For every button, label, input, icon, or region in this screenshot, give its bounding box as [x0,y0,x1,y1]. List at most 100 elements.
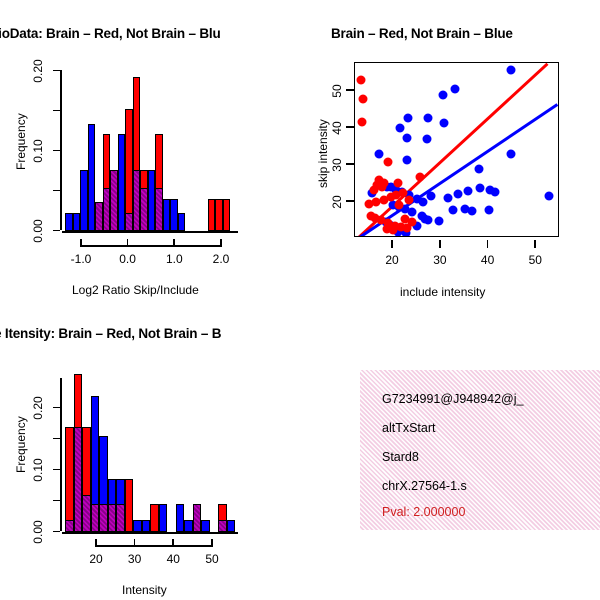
ratio-x-ticklabel-0.0: 0.0 [119,252,136,266]
bar-overlap [65,520,74,532]
scatter-point [393,227,403,236]
scatter-point [379,195,389,205]
intensity-histogram-title: ne Itensity: Brain – Red, Not Brain – B [0,326,222,341]
scatter-point [467,206,477,216]
ratio-histogram-xaxis [62,231,238,233]
intensity-x-ticklabel-40: 40 [166,552,180,566]
bar-overlap [140,188,148,231]
scatter-point [388,200,398,210]
info-line-gene-symbol: Stard8 [382,450,419,464]
scatter-point [391,190,401,200]
scatter-point [404,195,414,205]
bar-blue [65,213,73,231]
bar-overlap [192,504,201,532]
ratio-y-tick-020 [53,69,60,72]
scatter-point [383,157,393,167]
ratio-y-ticklabel-010: 0.10 [31,139,45,163]
scatter-point [426,191,436,201]
scatter-point [407,207,417,217]
bar-overlap [73,427,82,532]
info-line-gene-id: G7234991@J948942@j_ [382,392,524,406]
intensity-y-ticklabel-000: 0.00 [31,520,45,544]
ratio-histogram-ylabel: Frequency [14,113,28,170]
bar-blue [72,213,80,231]
scatter-point [370,213,380,223]
bar-blue [87,124,95,231]
scatter-plot-area [354,62,559,237]
intensity-histogram-xlabel: Intensity [122,583,167,597]
bar-blue [170,199,178,231]
scatter-point [376,215,386,225]
scatter-point [506,65,516,74]
ratio-y-tick-010 [53,149,60,152]
ratio-histogram-xaxis-ticks-rail [80,245,220,247]
scatter-point [383,218,393,228]
scatter-point [443,193,452,203]
scatter-xlabel: include intensity [400,285,486,299]
info-line-locus: chrX.27564-1.s [382,479,467,493]
scatter-point [364,199,374,209]
scatter-point [439,118,449,128]
scatter-x-tick-50 [534,240,537,248]
scatter-point [377,182,387,192]
scatter-fit-line-not-brain [358,103,558,236]
info-line-pval: Pval: 2.000000 [382,505,466,519]
bar-blue [184,520,193,532]
bar-blue [117,134,125,231]
intensity-histogram-ylabel: Frequency [14,416,28,473]
scatter-x-tick-30 [438,240,441,248]
scatter-point [371,197,381,207]
bar-blue [147,170,155,231]
gene-info-box: G7234991@J948942@j_ altTxStart Stard8 ch… [360,370,600,530]
intensity-y-ticklabel-020: 0.20 [31,396,45,420]
bar-blue [80,170,88,231]
intensity-histogram-bars [65,371,235,532]
scatter-point [386,192,396,202]
scatter-point [415,172,425,182]
ratio-histogram-yaxis [60,70,62,230]
scatter-y-ticklabel-50: 50 [330,84,344,98]
intensity-y-tick-000 [53,530,60,533]
bar-blue [158,504,167,532]
ratio-y-ticklabel-000: 0.00 [31,219,45,243]
scatter-y-tick-20 [346,200,354,202]
scatter-point [448,205,458,215]
scatter-point [372,180,382,190]
scatter-point [393,178,403,188]
bar-red [207,199,215,231]
scatter-point [388,225,398,235]
ratio-histogram-title: RatioData: Brain – Red, Not Brain – Blu [0,26,221,41]
scatter-point [412,221,422,231]
scatter-y-tick-50 [346,89,354,91]
bar-overlap [95,202,103,231]
bar-overlap [107,504,116,532]
panel-ratio-histogram: RatioData: Brain – Red, Not Brain – Blu … [0,0,300,300]
scatter-point [400,204,410,214]
scatter-y-tick-30 [346,163,354,165]
scatter-point [450,84,460,94]
scatter-point [434,216,444,226]
intensity-x-ticklabel-20: 20 [89,552,103,566]
scatter-point [357,117,367,127]
scatter-title: Brain – Red, Not Brain – Blue [331,26,513,41]
bar-overlap [218,520,227,532]
bar-red [65,427,74,532]
scatter-point [358,94,368,104]
scatter-point [400,214,410,224]
bar-overlap [99,504,108,532]
bar-blue [201,520,210,532]
scatter-point [356,75,366,85]
scatter-point [369,185,379,195]
scatter-point [374,149,384,159]
scatter-point [420,214,430,224]
bar-blue [133,520,142,532]
scatter-point [475,183,485,193]
bar-overlap [132,170,140,231]
intensity-histogram-xaxis-ticks-rail [95,545,211,547]
scatter-point [398,188,408,198]
scatter-point [460,204,470,214]
bar-red [222,199,230,231]
bar-overlap [90,504,99,532]
scatter-point [404,190,414,200]
scatter-point [382,224,391,234]
